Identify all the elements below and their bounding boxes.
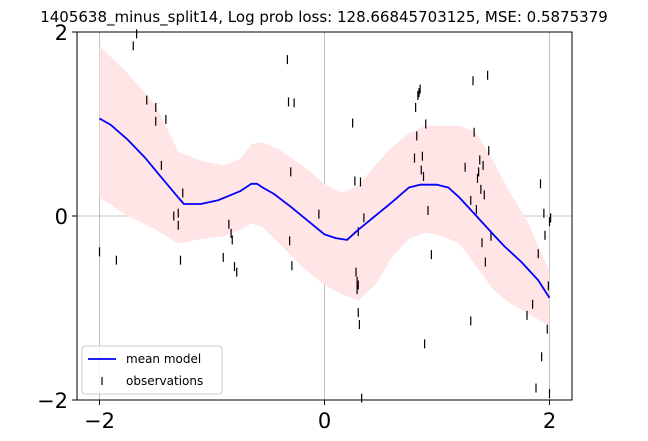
chart-title: 1405638_minus_split14, Log prob loss: 12… <box>40 8 608 26</box>
uncertainty-band <box>99 45 550 327</box>
legend-box <box>81 345 223 395</box>
uncertainty-band-layer <box>99 45 550 327</box>
mean-model-line <box>99 117 551 299</box>
axes-frame <box>72 31 573 405</box>
x-tick-label: 0 <box>318 409 331 433</box>
legend: mean model observations <box>81 345 223 395</box>
x-tick-label: 2 <box>543 409 556 433</box>
y-tick-label: 0 <box>55 205 68 229</box>
legend-observations-label: observations <box>126 374 203 388</box>
mean-model-layer <box>99 117 551 299</box>
tick-labels: −2 0 2 −2 0 2 <box>37 21 556 433</box>
x-tick-label: −2 <box>84 409 115 433</box>
y-tick-label: 2 <box>55 21 68 45</box>
legend-mean-label: mean model <box>126 352 201 366</box>
y-tick-label: −2 <box>37 389 68 413</box>
observations-layer <box>98 29 552 403</box>
